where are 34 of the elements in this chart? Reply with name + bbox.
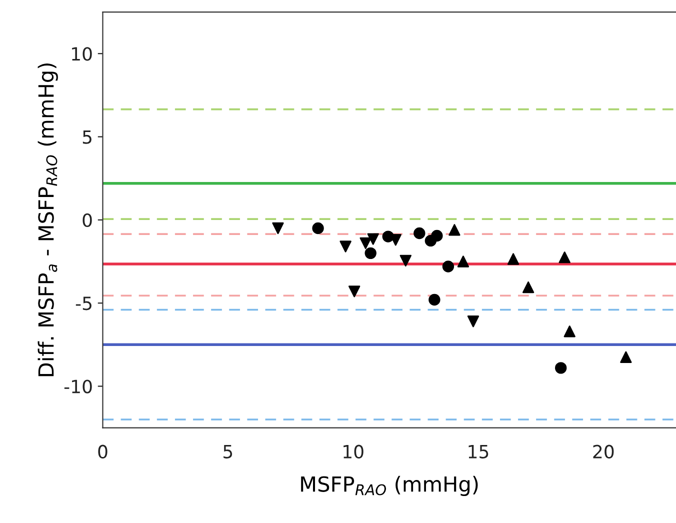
point bbox=[555, 362, 567, 374]
point bbox=[507, 253, 520, 265]
point bbox=[364, 247, 376, 260]
point bbox=[414, 227, 426, 240]
x-tick-label: 20 bbox=[593, 444, 614, 458]
point bbox=[382, 230, 394, 242]
point bbox=[558, 251, 570, 264]
point bbox=[400, 254, 412, 267]
y-axis-title: Diff. MSFP$_{a}$ - MSFP$_{RAO}$ (mmHg) bbox=[38, 64, 58, 376]
point bbox=[564, 326, 576, 338]
y-tick-label: -10 bbox=[64, 380, 92, 394]
point bbox=[360, 237, 372, 250]
point bbox=[467, 316, 480, 328]
point bbox=[431, 230, 443, 242]
point bbox=[367, 233, 379, 245]
point bbox=[428, 294, 440, 306]
x-tick-label: 5 bbox=[224, 445, 232, 458]
point bbox=[522, 281, 534, 294]
x-tick-label: 15 bbox=[468, 445, 488, 458]
y-tick-label: 10 bbox=[72, 47, 92, 61]
point bbox=[448, 224, 460, 236]
y-tick-label: -5 bbox=[76, 296, 92, 310]
x-axis-title: MSFP$_{RAO}$ (mmHg) bbox=[301, 476, 478, 496]
point bbox=[620, 351, 632, 363]
point bbox=[340, 240, 352, 252]
point bbox=[348, 286, 360, 298]
point bbox=[457, 256, 470, 268]
y-tick-label: 5 bbox=[82, 130, 92, 144]
x-tick-label: 10 bbox=[344, 444, 364, 458]
point bbox=[442, 260, 454, 272]
x-tick-label: 0 bbox=[98, 444, 108, 458]
point bbox=[312, 222, 324, 234]
point bbox=[272, 222, 284, 234]
y-tick-label: 0 bbox=[82, 213, 92, 228]
